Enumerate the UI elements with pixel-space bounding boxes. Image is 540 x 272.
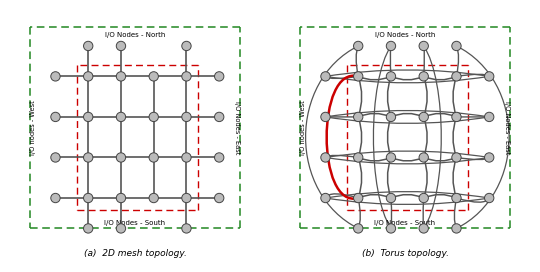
Circle shape: [149, 72, 158, 81]
Circle shape: [116, 72, 126, 81]
Circle shape: [419, 224, 428, 233]
Circle shape: [354, 153, 363, 162]
Circle shape: [419, 41, 428, 51]
Circle shape: [452, 41, 461, 51]
Circle shape: [484, 153, 494, 162]
Circle shape: [452, 72, 461, 81]
Text: I/O Nodes - South: I/O Nodes - South: [104, 220, 166, 225]
Circle shape: [84, 193, 93, 203]
Circle shape: [419, 72, 428, 81]
Circle shape: [149, 112, 158, 122]
Circle shape: [354, 41, 363, 51]
Circle shape: [84, 153, 93, 162]
Circle shape: [84, 224, 93, 233]
Circle shape: [354, 224, 363, 233]
Circle shape: [84, 72, 93, 81]
Circle shape: [214, 112, 224, 122]
Circle shape: [84, 112, 93, 122]
Circle shape: [321, 72, 330, 81]
Circle shape: [386, 41, 396, 51]
Circle shape: [149, 193, 158, 203]
Circle shape: [149, 153, 158, 162]
Circle shape: [182, 41, 191, 51]
Circle shape: [182, 153, 191, 162]
Circle shape: [452, 112, 461, 122]
Circle shape: [84, 41, 93, 51]
Circle shape: [484, 112, 494, 122]
Circle shape: [484, 193, 494, 203]
Text: (b)  Torus topology.: (b) Torus topology.: [361, 249, 449, 258]
Text: I/O Nodes - North: I/O Nodes - North: [375, 32, 435, 38]
Circle shape: [321, 112, 330, 122]
Circle shape: [116, 112, 126, 122]
Circle shape: [419, 153, 428, 162]
Circle shape: [51, 153, 60, 162]
Circle shape: [51, 112, 60, 122]
Text: I/O Nodes - South: I/O Nodes - South: [374, 220, 436, 225]
Circle shape: [386, 224, 396, 233]
Text: I/O Nodes - North: I/O Nodes - North: [105, 32, 165, 38]
Circle shape: [386, 72, 396, 81]
Circle shape: [386, 112, 396, 122]
Circle shape: [182, 72, 191, 81]
Circle shape: [386, 153, 396, 162]
Circle shape: [116, 41, 126, 51]
Circle shape: [51, 72, 60, 81]
Text: I/O nodes - West: I/O nodes - West: [300, 100, 306, 155]
Circle shape: [452, 224, 461, 233]
Circle shape: [354, 72, 363, 81]
Text: (a)  2D mesh topology.: (a) 2D mesh topology.: [84, 249, 186, 258]
Circle shape: [116, 153, 126, 162]
Circle shape: [386, 193, 396, 203]
Circle shape: [354, 112, 363, 122]
Circle shape: [419, 193, 428, 203]
Circle shape: [214, 193, 224, 203]
Circle shape: [214, 153, 224, 162]
Text: I/O Nodes - East: I/O Nodes - East: [504, 101, 510, 154]
Circle shape: [484, 72, 494, 81]
Circle shape: [116, 224, 126, 233]
Circle shape: [321, 193, 330, 203]
Text: I/O Nodes - East: I/O Nodes - East: [234, 101, 240, 154]
Circle shape: [354, 193, 363, 203]
Circle shape: [116, 193, 126, 203]
Circle shape: [182, 224, 191, 233]
Circle shape: [419, 112, 428, 122]
Circle shape: [182, 112, 191, 122]
Circle shape: [214, 72, 224, 81]
Text: I/O nodes - West: I/O nodes - West: [30, 100, 36, 155]
Circle shape: [321, 153, 330, 162]
Circle shape: [51, 193, 60, 203]
Circle shape: [182, 193, 191, 203]
Circle shape: [452, 153, 461, 162]
Circle shape: [452, 193, 461, 203]
